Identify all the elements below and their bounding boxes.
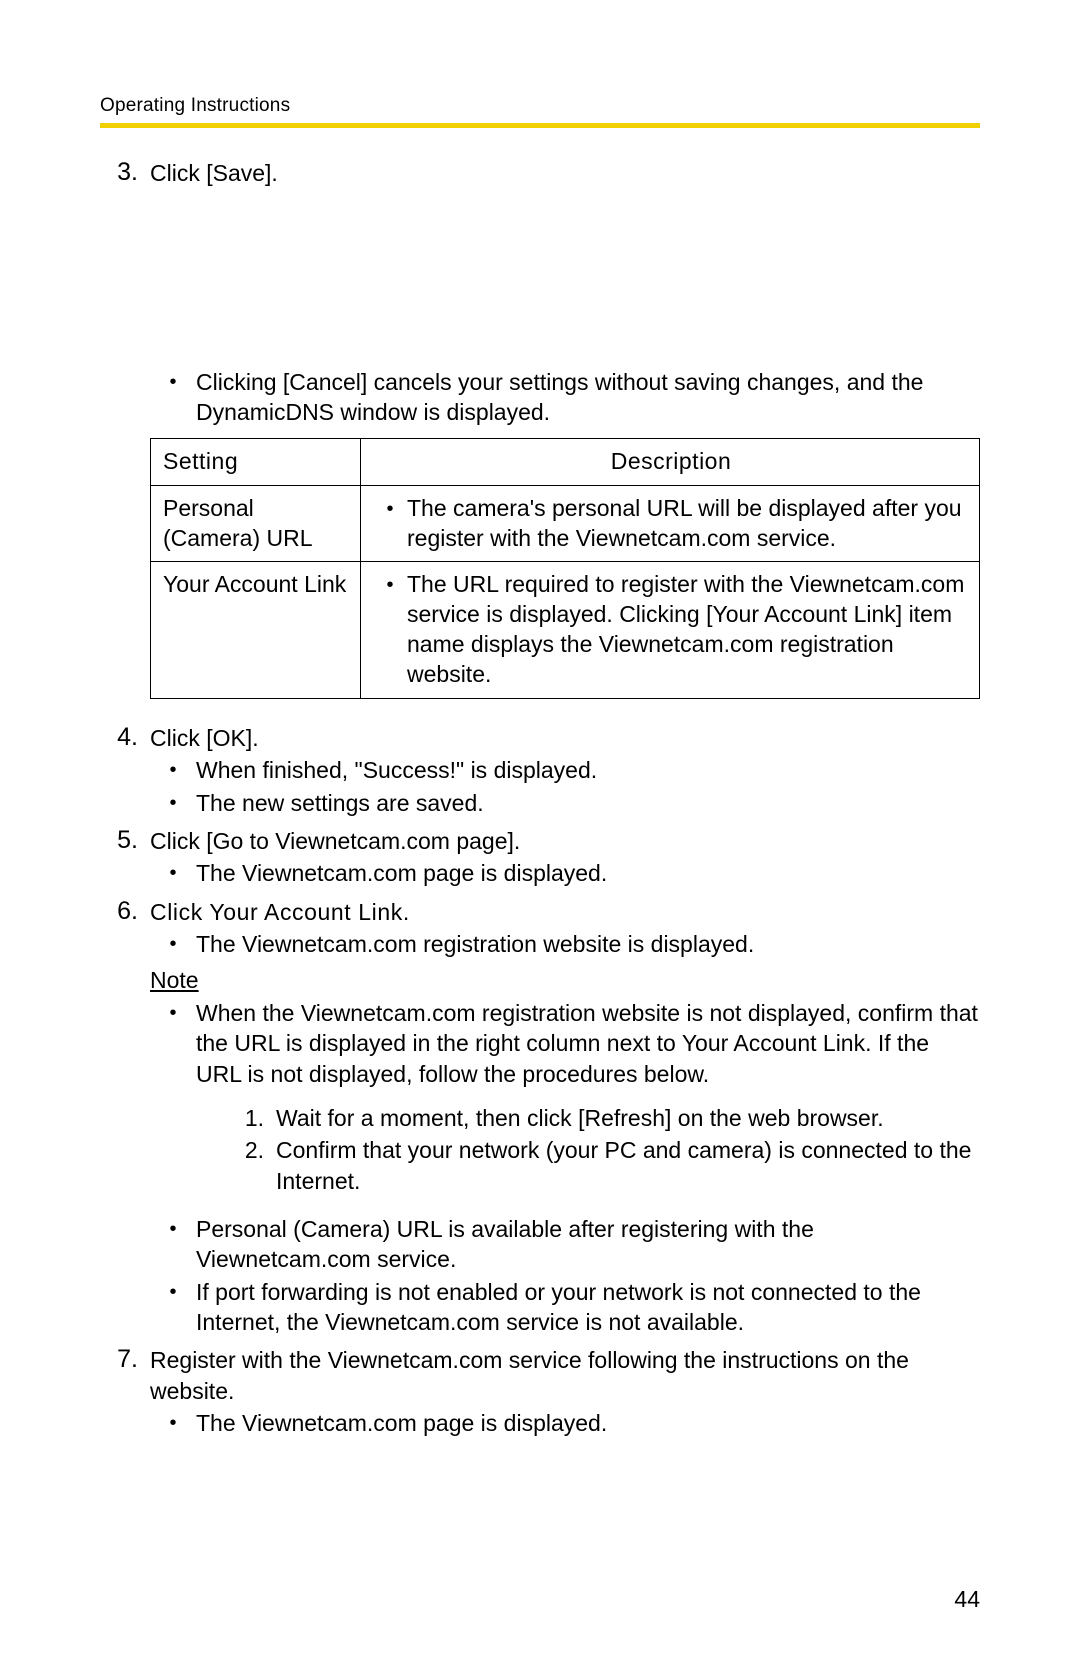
bullet-text: If port forwarding is not enabled or you…: [196, 1277, 980, 1338]
step-5: 5. Click [Go to Viewnetcam.com page]. • …: [100, 824, 980, 889]
step-3: 3. Click [Save].: [100, 156, 980, 189]
note-sub-list: 1. Wait for a moment, then click [Refres…: [150, 1103, 980, 1196]
step-3-bullet: • Clicking [Cancel] cancels your setting…: [100, 363, 980, 717]
bullet-icon: •: [150, 755, 196, 785]
bullet-icon: •: [150, 1277, 196, 1338]
document-page: Operating Instructions 3. Click [Save]. …: [0, 0, 1080, 1669]
header-rule: [100, 123, 980, 128]
bullet-text: The Viewnetcam.com page is displayed.: [196, 1408, 980, 1438]
cell-description: • The camera's personal URL will be disp…: [361, 485, 980, 562]
bullet-text: The new settings are saved.: [196, 788, 980, 818]
bullet-icon: •: [150, 788, 196, 818]
sublist-number: 2.: [196, 1135, 276, 1196]
cell-text: The URL required to register with the Vi…: [407, 570, 969, 690]
cell-description: • The URL required to register with the …: [361, 562, 980, 699]
col-header-description: Description: [361, 438, 980, 485]
step-number: 7.: [100, 1343, 150, 1438]
bullet-icon: •: [373, 494, 407, 554]
sublist-number: 1.: [196, 1103, 276, 1133]
col-header-setting: Setting: [151, 438, 361, 485]
step-text: Click [OK].: [150, 723, 980, 753]
page-content: 3. Click [Save]. • Clicking [Cancel] can…: [100, 156, 980, 1439]
settings-table: Setting Description Personal (Camera) UR…: [150, 438, 980, 699]
step-6: 6. Click Your Account Link. • The Viewne…: [100, 895, 980, 1338]
step-text: Click [Go to Viewnetcam.com page].: [150, 826, 980, 856]
step-number: 4.: [100, 721, 150, 818]
bullet-icon: •: [150, 858, 196, 888]
bullet-text: The Viewnetcam.com registration website …: [196, 929, 980, 959]
note-label: Note: [150, 965, 980, 995]
bullet-icon: •: [150, 367, 196, 428]
cell-setting: Personal (Camera) URL: [151, 485, 361, 562]
table-row: Personal (Camera) URL • The camera's per…: [151, 485, 980, 562]
table-row: Your Account Link • The URL required to …: [151, 562, 980, 699]
bullet-icon: •: [373, 570, 407, 690]
running-header: Operating Instructions: [100, 95, 980, 117]
bullet-icon: •: [150, 929, 196, 959]
bullet-icon: •: [150, 1408, 196, 1438]
step-4: 4. Click [OK]. • When finished, "Success…: [100, 721, 980, 818]
spacer: [100, 193, 980, 363]
step-number: 5.: [100, 824, 150, 889]
step-text: Click [Save].: [150, 156, 980, 189]
bullet-text: When finished, "Success!" is displayed.: [196, 755, 980, 785]
step-number: 6.: [100, 895, 150, 1338]
cell-text: The camera's personal URL will be displa…: [407, 494, 969, 554]
spacer: [100, 363, 150, 717]
step-number: 3.: [100, 156, 150, 189]
bullet-text: Clicking [Cancel] cancels your settings …: [196, 367, 980, 428]
bullet-text: When the Viewnetcam.com registration web…: [196, 998, 980, 1089]
sublist-text: Wait for a moment, then click [Refresh] …: [276, 1103, 980, 1133]
table-header-row: Setting Description: [151, 438, 980, 485]
bullet-icon: •: [150, 1214, 196, 1275]
step-text: Click Your Account Link.: [150, 897, 980, 927]
bullet-icon: •: [150, 998, 196, 1089]
sublist-text: Confirm that your network (your PC and c…: [276, 1135, 980, 1196]
cell-setting: Your Account Link: [151, 562, 361, 699]
step-text: Register with the Viewnetcam.com service…: [150, 1345, 980, 1406]
step-7: 7. Register with the Viewnetcam.com serv…: [100, 1343, 980, 1438]
bullet-text: Personal (Camera) URL is available after…: [196, 1214, 980, 1275]
page-number: 44: [954, 1586, 980, 1613]
bullet-text: The Viewnetcam.com page is displayed.: [196, 858, 980, 888]
